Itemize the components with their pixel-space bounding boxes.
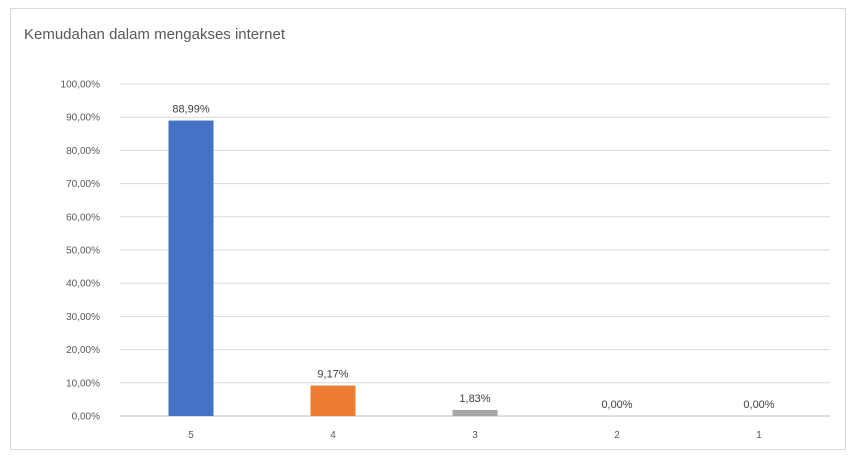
x-tick-label: 2 (614, 430, 620, 441)
y-tick-label: 20,00% (66, 345, 100, 356)
y-tick-label: 50,00% (66, 246, 100, 257)
y-tick-label: 70,00% (66, 179, 100, 190)
x-tick-label: 5 (188, 430, 194, 441)
y-axis-ticks: 0,00% 10,00% 20,00% 30,00% 40,00% 50,00% 60,00… (61, 80, 101, 423)
gridlines (120, 83, 830, 417)
y-tick-label: 100,00% (61, 80, 101, 91)
y-tick-label: 40,00% (66, 279, 100, 290)
x-tick-label: 1 (756, 430, 762, 441)
chart-frame (10, 8, 846, 450)
y-tick-label: 10,00% (66, 378, 100, 389)
data-label: 88,99% (172, 104, 210, 116)
y-tick-label: 60,00% (66, 212, 100, 223)
bar (452, 409, 498, 416)
y-tick-label: 0,00% (72, 412, 100, 423)
data-label: 1,83% (459, 393, 490, 405)
chart-title: Kemudahan dalam mengakses internet (24, 26, 285, 43)
data-labels: 88,99% 9,17% 1,83% 0,00% 0,00% (172, 104, 774, 411)
bar (310, 385, 356, 416)
y-tick-label: 80,00% (66, 146, 100, 157)
data-label: 0,00% (743, 399, 774, 411)
bar (168, 120, 214, 417)
x-tick-label: 4 (330, 430, 336, 441)
y-tick-label: 90,00% (66, 113, 100, 124)
data-label: 9,17% (317, 369, 348, 381)
y-tick-label: 30,00% (66, 312, 100, 323)
x-axis-ticks: 5 4 3 2 1 (188, 430, 762, 441)
x-tick-label: 3 (472, 430, 478, 441)
bars (168, 120, 498, 417)
data-label: 0,00% (601, 399, 632, 411)
